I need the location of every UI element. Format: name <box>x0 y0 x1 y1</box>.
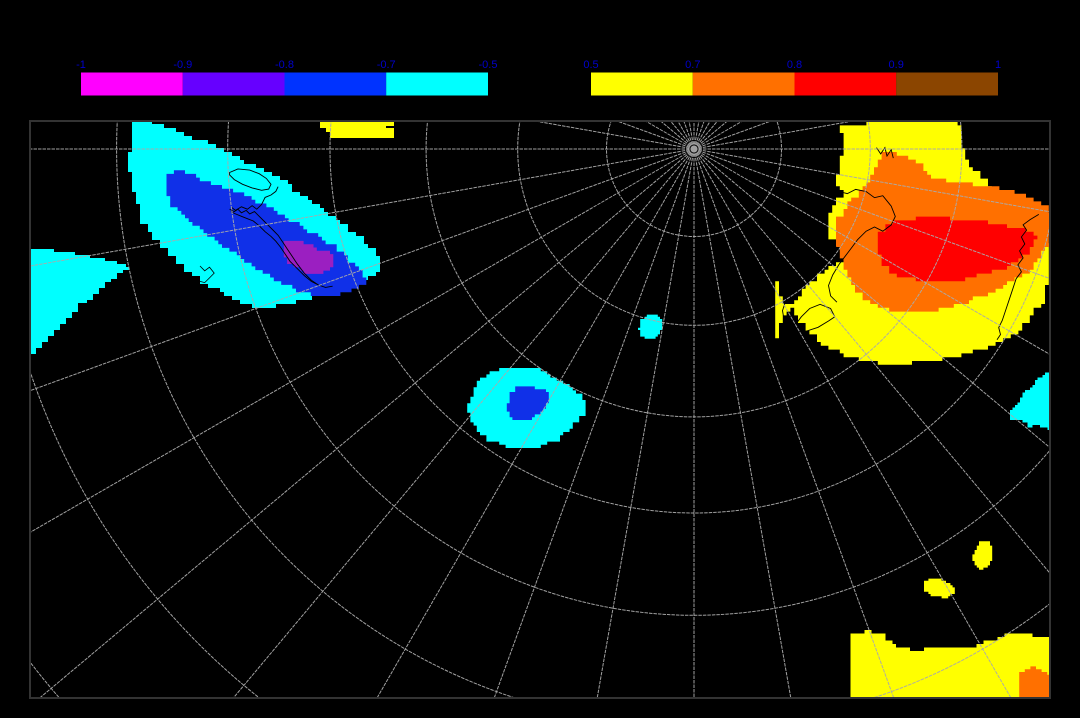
svg-text:0.9: 0.9 <box>889 59 904 71</box>
svg-text:0.5: 0.5 <box>583 59 598 71</box>
svg-text:0.7: 0.7 <box>685 59 700 71</box>
svg-text:-1: -1 <box>76 59 86 71</box>
svg-text:-0.5: -0.5 <box>479 59 498 71</box>
svg-text:0.8: 0.8 <box>787 59 802 71</box>
svg-text:-0.9: -0.9 <box>173 59 192 71</box>
svg-text:-0.7: -0.7 <box>377 59 396 71</box>
svg-text:-0.8: -0.8 <box>275 59 294 71</box>
svg-text:1: 1 <box>995 59 1001 71</box>
